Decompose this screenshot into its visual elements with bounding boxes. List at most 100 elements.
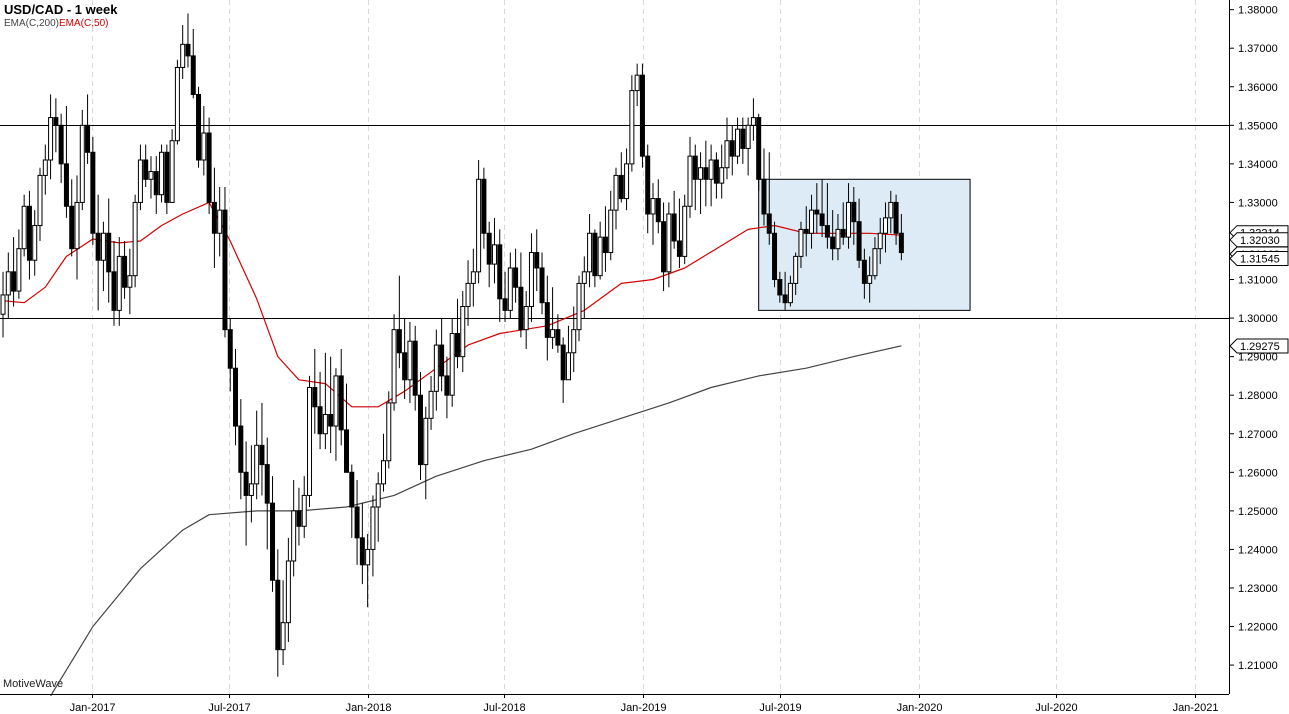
- candle: [169, 129, 175, 203]
- candle: [79, 109, 85, 211]
- candle-body: [481, 178, 487, 234]
- candle: [180, 25, 186, 80]
- y-tick-label: 1.21000: [1238, 660, 1278, 672]
- candle: [655, 179, 661, 234]
- candle: [148, 156, 154, 199]
- candle-body: [793, 255, 799, 284]
- candle: [328, 356, 334, 454]
- ema50-line: [2, 201, 902, 408]
- candle-body: [692, 155, 698, 180]
- legend-ema50[interactable]: EMA(C,50): [59, 18, 109, 29]
- candle-body: [16, 248, 22, 292]
- candle-body: [666, 213, 672, 273]
- candle: [211, 167, 217, 268]
- candle-body: [132, 201, 138, 277]
- candle: [333, 368, 339, 461]
- candle: [391, 314, 397, 411]
- candle-body: [851, 201, 857, 223]
- candle: [37, 167, 43, 241]
- candle: [877, 217, 883, 265]
- candle: [708, 144, 714, 207]
- candle: [449, 318, 455, 407]
- y-tick-label: 1.33000: [1238, 197, 1278, 209]
- y-tick-label: 1.35000: [1238, 120, 1278, 132]
- candle-body: [624, 163, 630, 200]
- candle: [380, 433, 386, 492]
- candle: [254, 410, 260, 500]
- candle-body: [507, 267, 513, 311]
- candle: [264, 437, 270, 550]
- candle-body: [544, 302, 550, 338]
- candles: [0, 13, 904, 677]
- candle: [613, 167, 619, 230]
- candle-body: [867, 275, 873, 284]
- y-tick-label: 1.23000: [1238, 583, 1278, 595]
- ema50-layer: [2, 201, 902, 408]
- candle: [116, 237, 122, 326]
- candle-body: [79, 124, 85, 203]
- candle: [624, 148, 630, 211]
- price-tag-label: 1.29275: [1240, 341, 1280, 353]
- candle: [296, 487, 302, 546]
- candle: [523, 291, 529, 349]
- candle-body: [814, 209, 820, 215]
- candle-body: [682, 205, 688, 257]
- candle: [100, 221, 106, 292]
- candle: [560, 337, 566, 403]
- candle: [285, 537, 291, 642]
- candle: [48, 94, 54, 180]
- candle-body: [835, 228, 841, 250]
- x-tick-label: Jan-2017: [70, 702, 116, 714]
- candle: [793, 252, 799, 295]
- candle: [375, 472, 381, 542]
- candle-body: [148, 171, 154, 180]
- candle-body: [285, 560, 291, 624]
- candle-body: [37, 174, 43, 227]
- candle: [777, 271, 783, 303]
- candle-body: [270, 502, 276, 581]
- candle: [476, 160, 482, 284]
- candle-body: [898, 232, 904, 254]
- y-tick-label: 1.26000: [1238, 467, 1278, 479]
- candle-body: [233, 367, 239, 427]
- candle: [571, 306, 577, 373]
- candle-body: [201, 132, 207, 161]
- candle: [745, 117, 751, 176]
- candle: [481, 167, 487, 249]
- candle: [634, 63, 640, 107]
- candle: [703, 140, 709, 207]
- candle: [513, 248, 519, 303]
- candle-body: [248, 483, 254, 496]
- candle: [787, 275, 793, 307]
- candle-body: [698, 167, 704, 180]
- candle-body: [454, 333, 460, 358]
- chart-title: USD/CAD - 1 week: [4, 2, 118, 17]
- candle-body: [772, 232, 778, 281]
- candle: [243, 441, 249, 546]
- candle: [354, 480, 360, 565]
- candle: [507, 252, 513, 319]
- candle: [756, 113, 762, 191]
- candle: [164, 144, 170, 214]
- x-tick-label: Jul-2019: [759, 702, 801, 714]
- y-tick-label: 1.27000: [1238, 429, 1278, 441]
- candle: [676, 198, 682, 268]
- candle-body: [460, 306, 466, 358]
- candle: [772, 221, 778, 288]
- candle-body: [63, 163, 69, 207]
- candle-body: [26, 205, 32, 261]
- x-tick-label: Jul-2017: [208, 702, 250, 714]
- candle-body: [137, 159, 143, 203]
- candle-body: [830, 236, 836, 250]
- candle: [534, 229, 540, 292]
- candle: [312, 348, 318, 434]
- candle: [201, 106, 207, 176]
- candle: [386, 391, 392, 469]
- legend-ema200[interactable]: EMA(C,200): [4, 18, 60, 29]
- candle-body: [206, 132, 212, 203]
- candle: [58, 113, 64, 184]
- candle-body: [90, 151, 96, 234]
- candle: [581, 256, 587, 319]
- candle-body: [618, 174, 624, 200]
